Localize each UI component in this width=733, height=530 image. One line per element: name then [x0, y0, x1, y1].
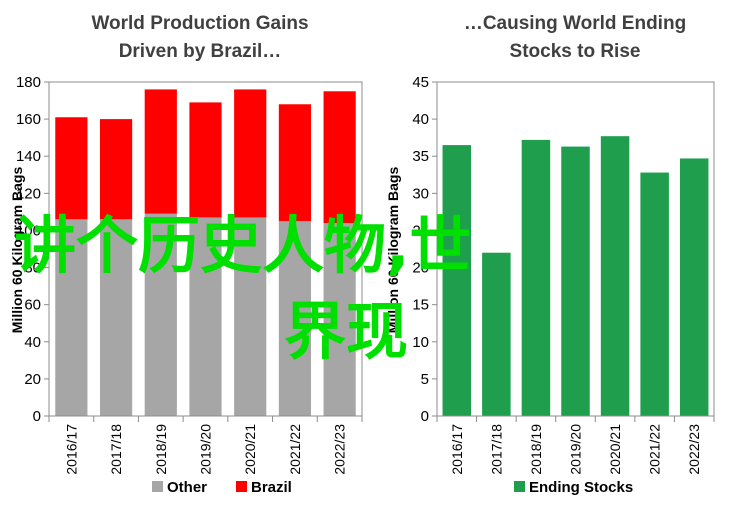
production-bar-other-2021/22 [278, 221, 312, 416]
production-axes: 2016/17 2017/18 2018/19 2019/20 2020/21 2021/… [16, 74, 363, 475]
stocks-bar-ending-stocks-2021/22 [640, 172, 669, 416]
stocks-chart-title-line1: …Causing World Ending [464, 13, 686, 34]
production-y-tick-label: 0 [33, 408, 41, 425]
legend-label-ending-stocks: Ending Stocks [529, 479, 633, 496]
production-bar-other-2017/18 [99, 219, 133, 416]
production-y-tick-label: 100 [16, 222, 41, 239]
production-chart-title-line1: World Production Gains [91, 13, 308, 34]
stocks-bar-ending-stocks-2022/23 [679, 158, 709, 416]
production-bar-brazil-2020/21 [234, 89, 267, 218]
production-y-tick-label: 120 [16, 185, 41, 202]
production-x-tick-label: 2018/19 [153, 424, 169, 475]
stocks-y-tick-label: 25 [412, 222, 429, 239]
stocks-x-tick-label: 2022/23 [686, 424, 702, 475]
stocks-y-tick-label: 30 [412, 185, 429, 202]
legend-label-brazil: Brazil [251, 479, 292, 496]
production-bar-brazil-2018/19 [144, 89, 177, 214]
stocks-y-tick-label: 15 [412, 297, 429, 314]
production-y-tick-label: 20 [24, 371, 41, 388]
production-bar-other-2018/19 [144, 213, 177, 416]
production-x-tick-label: 2019/20 [198, 424, 214, 475]
stocks-y-tick-label: 35 [412, 148, 429, 165]
production-bar-brazil-2021/22 [278, 104, 312, 222]
production-chart: World Production Gains Driven by Brazil…… [9, 13, 363, 496]
stocks-y-tick-label: 40 [412, 111, 429, 128]
stocks-y-tick-label: 20 [412, 260, 429, 277]
production-bar-brazil-2016/17 [55, 117, 88, 220]
overlay-text-line1: 讲个历史人物,世 [14, 209, 472, 282]
legend-swatch-other [152, 481, 163, 492]
stocks-x-tick-label: 2020/21 [607, 424, 623, 475]
production-bars [55, 89, 356, 416]
stocks-y-tick-label: 10 [412, 334, 429, 351]
stocks-y-tick-label: 5 [421, 371, 429, 388]
stocks-chart-title-line2: Stocks to Rise [510, 41, 641, 62]
overlay-text-line2: 界现 [284, 295, 408, 368]
stocks-bar-ending-stocks-2020/21 [600, 136, 630, 416]
production-chart-title-line2: Driven by Brazil… [119, 41, 282, 62]
stocks-x-tick-label: 2019/20 [568, 424, 584, 475]
production-y-tick-label: 40 [24, 334, 41, 351]
legend-swatch-brazil [236, 481, 247, 492]
production-x-tick-label: 2017/18 [108, 424, 124, 475]
stocks-y-axis-label: Million 60 Kilogram Bags [385, 167, 401, 334]
ending-stocks-chart: …Causing World Ending Stocks to Rise 201… [385, 13, 715, 496]
production-bar-other-2016/17 [55, 219, 88, 416]
production-y-axis-label: Million 60 Kilogram Bags [9, 167, 25, 334]
overlay-watermark: 讲个历史人物,世 界现 [14, 209, 472, 368]
production-legend: Other Brazil [152, 479, 292, 496]
stocks-bar-ending-stocks-2019/20 [561, 146, 590, 416]
stocks-legend: Ending Stocks [514, 479, 633, 496]
production-y-tick-label: 140 [16, 148, 41, 165]
stocks-bar-ending-stocks-2018/19 [521, 139, 551, 417]
production-x-tick-label: 2020/21 [242, 424, 258, 475]
stocks-axes: 2016/17 2017/18 2018/19 2019/20 2020/21 2021/… [412, 74, 715, 475]
production-plot-border [48, 81, 363, 417]
stocks-x-tick-label: 2016/17 [449, 424, 465, 475]
stocks-y-tick-label: 0 [421, 408, 429, 425]
stocks-x-tick-label: 2017/18 [488, 424, 504, 475]
production-bar-brazil-2017/18 [99, 119, 133, 220]
legend-label-other: Other [167, 479, 207, 496]
production-x-tick-label: 2016/17 [63, 424, 79, 475]
production-bar-other-2020/21 [234, 217, 267, 416]
stocks-plot-border [436, 81, 715, 417]
production-bar-brazil-2022/23 [323, 91, 356, 224]
legend-swatch-ending-stocks [514, 481, 525, 492]
stocks-bar-ending-stocks-2017/18 [482, 252, 511, 416]
stocks-x-tick-label: 2018/19 [528, 424, 544, 475]
stocks-y-tick-label: 45 [412, 74, 429, 91]
production-bar-other-2022/23 [323, 223, 356, 416]
production-bar-other-2019/20 [189, 217, 222, 416]
stocks-bar-ending-stocks-2016/17 [442, 145, 472, 417]
production-y-tick-label: 60 [24, 297, 41, 314]
production-y-tick-label: 180 [16, 74, 41, 91]
production-y-tick-label: 160 [16, 111, 41, 128]
stocks-bars [442, 136, 709, 417]
production-bar-brazil-2019/20 [189, 102, 222, 218]
production-x-tick-label: 2022/23 [332, 424, 348, 475]
stocks-x-tick-label: 2021/22 [647, 424, 663, 475]
production-x-tick-label: 2021/22 [287, 424, 303, 475]
production-y-tick-label: 80 [24, 260, 41, 277]
